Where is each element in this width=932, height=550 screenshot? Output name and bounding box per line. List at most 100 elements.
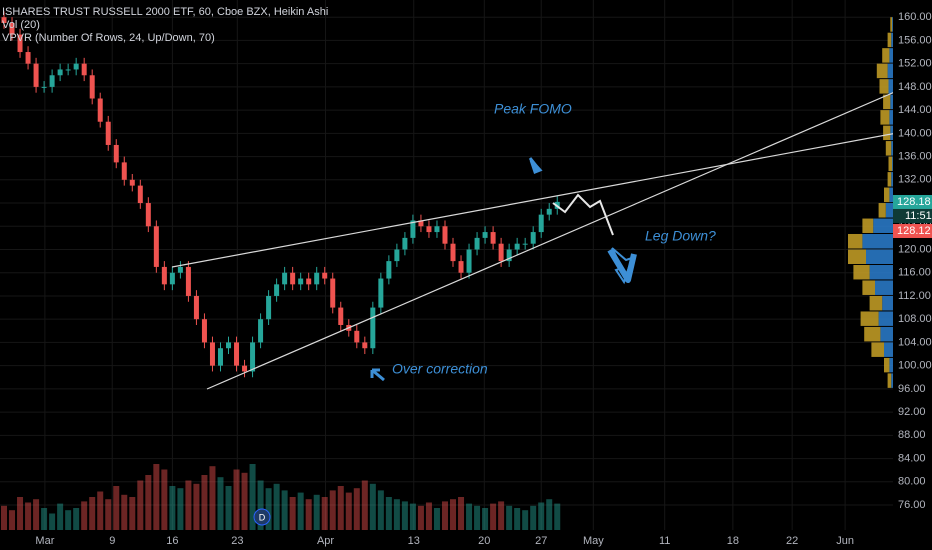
- vpvr-up: [891, 141, 893, 156]
- vpvr-down: [887, 373, 892, 388]
- volume-bar: [417, 505, 424, 530]
- volume-bar: [161, 469, 168, 530]
- candle-body: [57, 69, 63, 76]
- volume-bar: [321, 497, 328, 530]
- vpvr-up: [888, 79, 893, 94]
- vpvr-down: [878, 203, 886, 218]
- candle-body: [217, 348, 223, 366]
- volume-bar: [482, 508, 489, 530]
- vpvr-up: [885, 203, 893, 218]
- vpvr-up: [866, 249, 893, 265]
- vpvr-down: [887, 32, 892, 48]
- candle-body: [322, 272, 328, 279]
- vpvr-down: [882, 48, 890, 63]
- vpvr-up: [878, 311, 893, 326]
- volume-bar: [361, 480, 368, 530]
- event-marker[interactable]: [253, 508, 271, 526]
- vpvr-up: [873, 218, 893, 233]
- arrow: [528, 157, 543, 174]
- candle-body: [402, 237, 408, 250]
- volume-bar: [337, 486, 344, 530]
- volume-bar: [193, 483, 200, 530]
- candle-body: [81, 63, 87, 76]
- volume-bar: [345, 492, 352, 530]
- candle-body: [306, 278, 312, 285]
- vpvr-down: [883, 125, 891, 141]
- candle-body: [258, 319, 264, 343]
- volume-bar: [225, 486, 232, 530]
- countdown-label: 11:51: [905, 210, 932, 222]
- candle-body: [538, 214, 544, 233]
- candle-body: [418, 220, 424, 227]
- volume-bar: [33, 499, 40, 530]
- y-tick-label: 96.00: [898, 383, 926, 395]
- y-tick-label: 84.00: [898, 452, 926, 464]
- vpvr-down: [884, 357, 890, 373]
- vpvr-up: [882, 295, 893, 311]
- volume-bar: [121, 494, 128, 530]
- vpvr-up: [889, 357, 893, 373]
- candle-body: [1, 17, 7, 24]
- volume-bar: [9, 510, 16, 530]
- volume-bar: [538, 502, 545, 530]
- volume-layer: [1, 464, 561, 530]
- vpvr-up: [887, 63, 893, 79]
- vpvr-down: [883, 94, 891, 110]
- volume-bar: [369, 483, 376, 530]
- candle-body: [378, 278, 384, 308]
- candle-body: [177, 266, 183, 273]
- arrow: [370, 368, 385, 382]
- candle-body: [97, 98, 103, 122]
- y-tick-label: 108.00: [898, 313, 932, 325]
- vpvr-down: [885, 141, 892, 156]
- volume-bar: [177, 488, 184, 530]
- vpvr-down: [848, 249, 866, 265]
- annotation: Leg Down?: [645, 228, 716, 244]
- y-tick-label: 132.00: [898, 174, 932, 186]
- arrow-big: [607, 248, 637, 283]
- volume-bar: [17, 497, 24, 530]
- last-price-badge: [893, 194, 932, 209]
- candle-body: [466, 249, 472, 273]
- candle-body: [474, 237, 480, 250]
- candle-body: [169, 272, 175, 285]
- candle-body: [185, 266, 191, 296]
- indicator-label: Vol (20): [2, 19, 40, 31]
- vpvr-down: [862, 280, 875, 295]
- vpvr-up: [892, 156, 893, 172]
- candle-body: [65, 69, 71, 71]
- candle-body: [458, 261, 464, 273]
- candle-body: [442, 226, 448, 244]
- vpvr-down: [860, 311, 879, 326]
- event-marker-label[interactable]: D: [259, 512, 266, 522]
- vpvr-down: [862, 218, 874, 233]
- candle-body: [9, 23, 15, 35]
- x-tick-label: Apr: [317, 535, 334, 547]
- volume-bar: [65, 510, 72, 530]
- y-tick-label: 80.00: [898, 476, 926, 488]
- candle-body: [113, 144, 119, 163]
- trend-line: [206, 90, 898, 390]
- volume-bar: [305, 499, 312, 530]
- vpvr-up: [889, 48, 893, 63]
- candle-body: [314, 272, 320, 285]
- y-tick-label: 88.00: [898, 429, 926, 441]
- candle-body: [250, 342, 256, 372]
- vpvr-up: [862, 233, 893, 249]
- y-tick-label: 152.00: [898, 58, 932, 70]
- volume-bar: [281, 490, 288, 530]
- candle-body: [209, 342, 215, 366]
- vpvr-up: [875, 280, 893, 295]
- volume-bar: [257, 480, 264, 530]
- candle-body: [49, 75, 55, 87]
- volume-bar: [137, 480, 144, 530]
- projection-path: [552, 193, 614, 236]
- candle-body: [274, 284, 280, 296]
- volume-bar: [546, 499, 553, 530]
- candle-body: [129, 179, 135, 186]
- y-tick-label: 76.00: [898, 499, 926, 511]
- volume-bar: [241, 472, 248, 530]
- vpvr-down: [879, 79, 889, 94]
- candle-body: [450, 243, 456, 262]
- x-tick-label: 13: [408, 535, 420, 547]
